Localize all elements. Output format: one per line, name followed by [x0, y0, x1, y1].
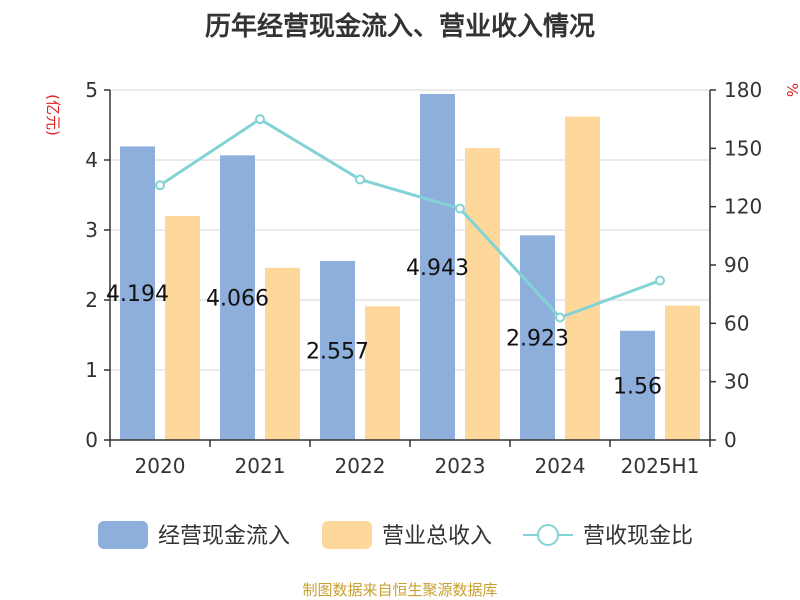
bar-revenue [265, 267, 300, 440]
bar-value-label: 2.923 [506, 327, 569, 352]
x-tick-label: 2021 [235, 454, 286, 478]
bar-revenue [465, 148, 500, 440]
line-point [355, 174, 365, 185]
bar-revenue [565, 116, 600, 440]
left-tick-label: 2 [85, 288, 98, 312]
x-tick-label: 2020 [135, 454, 186, 478]
source-note: 制图数据来自恒生聚源数据库 [302, 581, 498, 599]
legend-label: 营业总收入 [382, 524, 492, 549]
bar-cash-inflow [120, 146, 155, 441]
left-axis-title: (亿元) [44, 94, 62, 136]
axes: 0 1 2 3 4 5 0 30 60 90 120 150 180 2020 2021 2022 2023 20… [44, 78, 800, 478]
right-tick-label: 0 [724, 428, 737, 452]
left-tick-label: 0 [85, 428, 98, 452]
bar-revenue [165, 216, 200, 440]
right-tick-label: 150 [724, 136, 762, 160]
bar-cash-inflow [620, 330, 655, 440]
line-point [555, 312, 565, 323]
x-tick-label: 2022 [335, 454, 386, 478]
x-tick-label: 2023 [435, 454, 486, 478]
gridlines [110, 89, 710, 371]
right-tick-label: 30 [724, 370, 749, 394]
legend-swatch [98, 521, 148, 549]
bar-cash-inflow [220, 155, 255, 440]
right-axis-title: % [783, 83, 800, 97]
bar-cash-inflow [420, 93, 455, 441]
line-series [155, 114, 665, 323]
legend-label: 经营现金流入 [158, 524, 290, 549]
bar-value-label: 4.194 [106, 282, 169, 307]
ratio-line [159, 117, 661, 320]
legend-swatch [322, 521, 372, 549]
bars [120, 93, 700, 441]
left-tick-label: 3 [85, 218, 98, 242]
bar-revenue [365, 306, 400, 440]
right-tick-label: 120 [724, 195, 762, 219]
right-tick-label: 60 [724, 311, 749, 335]
line-point [155, 180, 165, 191]
line-point [655, 275, 665, 286]
bar-revenue [665, 305, 700, 440]
bar-value-label: 1.56 [613, 374, 662, 399]
x-tick-label: 2024 [535, 454, 586, 478]
data-labels: 4.194 4.066 2.557 4.943 2.923 1.56 [106, 256, 662, 399]
bar-value-label: 4.943 [406, 256, 469, 281]
legend-marker [537, 524, 559, 546]
chart-title: 历年经营现金流入、营业收入情况 [204, 12, 595, 42]
x-tick-label: 2025H1 [621, 454, 700, 478]
left-tick-label: 5 [85, 78, 98, 102]
right-tick-label: 180 [724, 78, 762, 102]
line-point [455, 203, 465, 214]
line-point [255, 114, 265, 125]
right-tick-label: 90 [724, 253, 749, 277]
legend: 经营现金流入 营业总收入 营收现金比 [98, 521, 693, 549]
bar-cash-inflow [320, 261, 355, 440]
bar-value-label: 2.557 [306, 340, 369, 365]
left-tick-label: 4 [85, 148, 98, 172]
left-tick-label: 1 [85, 358, 98, 382]
bar-value-label: 4.066 [206, 287, 269, 312]
legend-label: 营收现金比 [583, 524, 693, 549]
bar-cash-inflow [520, 235, 555, 440]
